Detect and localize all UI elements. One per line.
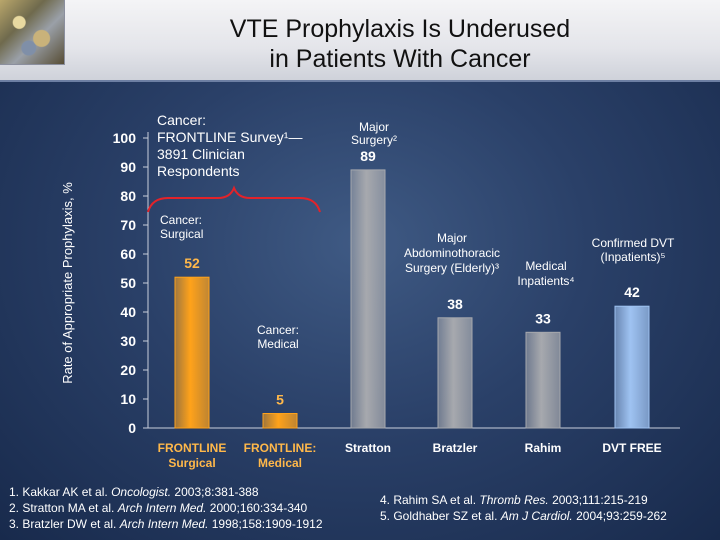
y-tick-label: 100 [113,130,137,146]
bar-0 [174,276,210,429]
annotation-medical-inpatients: Medical [525,259,566,273]
reference-3: 3. Bratzler DW et al. Arch Intern Med. 1… [9,517,323,531]
references-right: 4. Rahim SA et al. Thromb Res. 2003;111:… [380,492,667,524]
y-tick-label: 10 [120,391,136,407]
data-label-5: 42 [624,284,640,300]
data-label-4: 33 [535,310,551,326]
annotation-confirmed-dvt: Confirmed DVT [592,236,675,250]
y-tick-label: 60 [120,246,136,262]
category-label-1: Medical [258,456,302,470]
page-title: VTE Prophylaxis Is Underused in Patients… [100,14,700,74]
y-tick-label: 40 [120,304,136,320]
reference-2: 2. Stratton MA et al. Arch Intern Med. 2… [9,501,308,515]
annotation-major-surgery: Major [359,120,389,134]
title-line-1: VTE Prophylaxis Is Underused [229,15,571,43]
data-label-0: 52 [184,255,200,271]
annotation-surgical: Cancer: [160,213,202,227]
bar-4 [525,331,561,429]
annotation-surgical: Surgical [160,227,203,241]
y-tick-label: 80 [120,188,136,204]
category-label-1: FRONTLINE: [244,441,317,455]
data-label-1: 5 [276,392,284,408]
category-label-3: Bratzler [433,441,478,455]
data-label-3: 38 [447,296,463,312]
reference-4: 4. Rahim SA et al. Thromb Res. 2003;111:… [380,493,648,507]
annotation-abdominothoracic: Surgery (Elderly)³ [405,261,499,275]
annotation-frontline: Cancer: [157,112,206,128]
annotation-abdominothoracic: Abdominothoracic [404,246,500,260]
reference-5: 5. Goldhaber SZ et al. Am J Cardiol. 200… [380,509,667,523]
bar-1 [262,413,298,429]
y-tick-label: 0 [128,420,136,436]
bar-5 [614,305,650,429]
annotation-confirmed-dvt: (Inpatients)⁵ [600,250,665,264]
frontline-brace [147,185,321,213]
annotation-abdominothoracic: Major [437,231,467,245]
header-photo [0,0,65,65]
category-label-0: FRONTLINE [158,441,227,455]
title-banner [0,0,720,82]
annotation-frontline: FRONTLINE Survey¹— [157,129,302,145]
annotation-frontline: Respondents [157,163,240,179]
y-tick-label: 30 [120,333,136,349]
references-left: 1. Kakkar AK et al. Oncologist. 2003;8:3… [9,484,323,532]
bar-2 [350,169,386,429]
reference-1: 1. Kakkar AK et al. Oncologist. 2003;8:3… [9,485,259,499]
y-tick-label: 70 [120,217,136,233]
category-label-4: Rahim [525,441,562,455]
annotation-medical: Cancer: [257,323,299,337]
category-label-0: Surgical [168,456,215,470]
annotation-medical: Medical [257,337,298,351]
category-label-2: Stratton [345,441,391,455]
annotation-medical-inpatients: Inpatients⁴ [517,274,574,288]
annotation-major-surgery: Surgery² [351,133,397,147]
bar-chart: 0 10 20 30 40 50 60 70 80 90 100 Rate of Appropriat… [60,112,680,470]
data-label-2: 89 [360,148,376,164]
y-tick-label: 90 [120,159,136,175]
y-tick-label: 50 [120,275,136,291]
category-label-5: DVT FREE [602,441,661,455]
bar-3 [437,317,473,429]
title-line-2: in Patients With Cancer [269,45,531,73]
y-tick-label: 20 [120,362,136,378]
annotation-frontline: 3891 Clinician [157,146,245,162]
y-axis-title: Rate of Appropriate Prophylaxis, % [60,182,75,384]
